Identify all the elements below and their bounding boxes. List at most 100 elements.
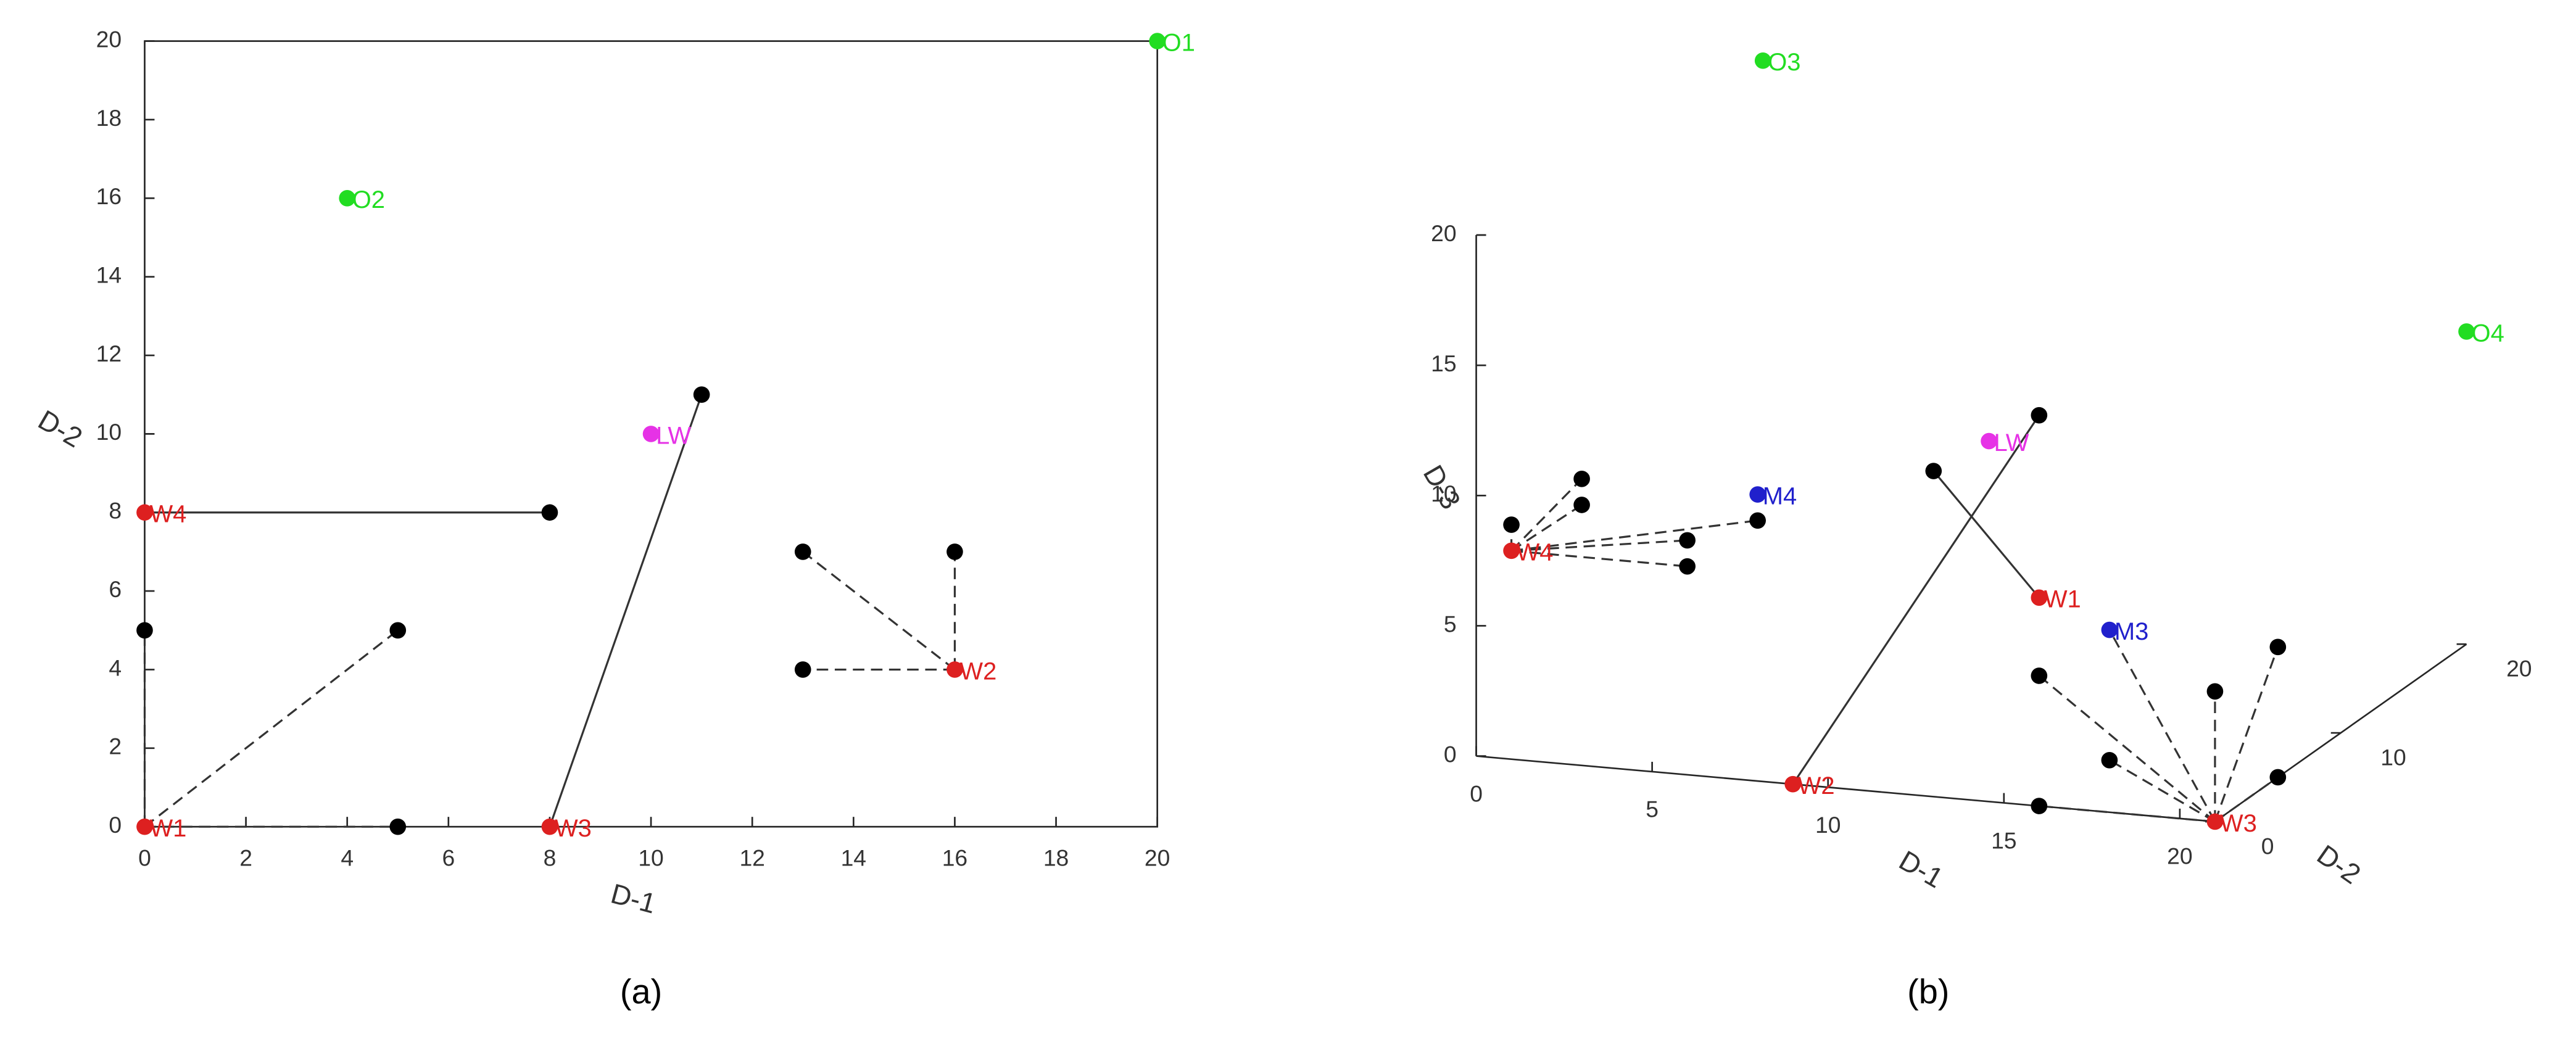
segment <box>1932 470 2040 598</box>
y-tick-label: 18 <box>96 105 122 131</box>
point <box>1784 775 1802 793</box>
segment <box>2214 776 2279 823</box>
point-label: O4 <box>2472 320 2504 347</box>
point <box>2031 667 2048 684</box>
point <box>2269 638 2287 656</box>
caption: (a) <box>620 972 662 1011</box>
segment <box>802 551 956 671</box>
point <box>1503 542 1520 560</box>
point-label: O1 <box>1162 30 1195 57</box>
point-label: O2 <box>352 186 385 213</box>
point <box>1503 516 1520 533</box>
point <box>1149 33 1166 49</box>
point-label: W1 <box>149 815 186 842</box>
point <box>136 818 153 835</box>
point <box>1573 497 1590 513</box>
point <box>946 661 963 678</box>
x-tick-label: 0 <box>1470 780 1483 806</box>
y-tick-label: 20 <box>96 26 122 52</box>
point <box>339 190 356 207</box>
y-tick-label: 2 <box>109 733 122 759</box>
x-axis-line <box>1476 755 2216 823</box>
segment <box>1510 504 1583 552</box>
point <box>136 504 153 521</box>
z-tick-label: 5 <box>1444 611 1457 637</box>
segment <box>549 394 703 827</box>
y-tick-label: 8 <box>109 498 122 524</box>
point-label: W4 <box>1517 539 1554 566</box>
point <box>2031 798 2048 814</box>
point-label: W2 <box>959 658 996 685</box>
x-tick-label: 4 <box>341 845 354 870</box>
y-tick-label: 14 <box>96 262 122 288</box>
y-tick-label: 4 <box>109 655 122 680</box>
point <box>2458 323 2475 340</box>
y-tick-label: 6 <box>109 576 122 602</box>
point <box>389 818 407 835</box>
point <box>2031 407 2048 424</box>
x-tick-label: 2 <box>239 845 252 870</box>
x-tick-label: 10 <box>1815 812 1841 838</box>
segment <box>2108 629 2216 822</box>
caption: (b) <box>1907 972 1949 1011</box>
x-tick-label: 20 <box>2167 843 2193 869</box>
point <box>1679 532 1696 549</box>
point-label: O3 <box>1768 49 1800 76</box>
x-tick-label: 0 <box>138 845 151 870</box>
x-tick-label: 5 <box>1646 796 1659 822</box>
x-tick-label: 16 <box>942 845 968 870</box>
point <box>794 543 811 560</box>
point <box>1925 463 1942 479</box>
segment <box>2214 646 2279 822</box>
point <box>642 426 660 442</box>
segment <box>1511 550 1688 568</box>
segment <box>2038 675 2216 823</box>
y-tick-label: 10 <box>96 419 122 445</box>
x-tick-label: 20 <box>1145 845 1170 870</box>
point <box>136 622 153 639</box>
point <box>2206 683 2224 700</box>
point <box>389 622 407 639</box>
x-tick-label: 18 <box>1043 845 1069 870</box>
z-tick-label: 10 <box>1431 481 1457 506</box>
point <box>2031 589 2048 606</box>
z-tick-label: 15 <box>1431 350 1457 376</box>
point-label: W4 <box>149 501 186 528</box>
point <box>693 386 710 403</box>
segment <box>2109 759 2216 823</box>
x-tick-label: 14 <box>841 845 867 870</box>
point-label: M4 <box>1763 482 1797 510</box>
y-tick-label: 0 <box>2261 833 2274 859</box>
y-tick-label: 20 <box>2506 656 2532 682</box>
point <box>2206 813 2224 830</box>
y-tick-label: 12 <box>96 341 122 366</box>
y-tick-label: 10 <box>2380 745 2406 770</box>
x-tick-label: 6 <box>442 845 455 870</box>
point-label: LW <box>656 422 691 449</box>
segment <box>1792 415 2040 785</box>
z-tick-label: 20 <box>1431 220 1457 246</box>
point-label: W1 <box>2044 586 2081 613</box>
x-tick-label: 8 <box>544 845 557 870</box>
segment <box>2039 805 2216 823</box>
y-tick-label: 16 <box>96 183 122 209</box>
point-label: W3 <box>555 815 592 842</box>
point <box>794 661 811 678</box>
point-label: M3 <box>2114 618 2149 645</box>
point-label: W3 <box>2220 810 2257 837</box>
x-tick-label: 12 <box>739 845 765 870</box>
x-tick-label: 10 <box>638 845 664 870</box>
point <box>946 543 963 560</box>
point <box>1749 512 1766 529</box>
point <box>1749 486 1766 503</box>
point <box>1679 558 1696 575</box>
point <box>2101 621 2118 638</box>
point <box>1573 470 1590 487</box>
point-label: W2 <box>1798 772 1835 799</box>
point <box>541 818 558 835</box>
point <box>1754 52 1771 69</box>
segment <box>1511 519 1758 552</box>
